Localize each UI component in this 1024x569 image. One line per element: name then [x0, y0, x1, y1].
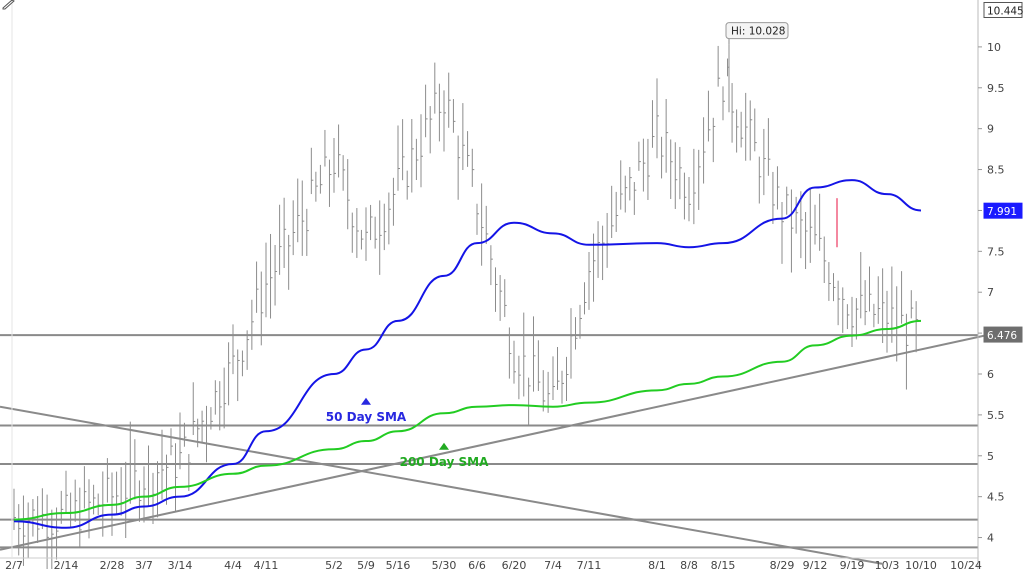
price-bars: [13, 44, 919, 569]
x-tick-label: 5/2: [325, 559, 343, 569]
trend-lines: [0, 332, 997, 565]
price-tag: [983, 1, 1023, 18]
x-tick-label: 10/24: [950, 559, 982, 569]
price-tag: [983, 202, 1023, 219]
y-tick-label: 4.5: [987, 491, 1005, 504]
price-tag-label: 10.445: [987, 5, 1024, 17]
x-tick-label: 5/9: [357, 559, 375, 569]
50-day-sma-line: [13, 179, 922, 529]
y-tick-label: 7.5: [987, 245, 1005, 258]
x-tick-label: 4/4: [224, 559, 242, 569]
y-tick-label: 8.5: [987, 164, 1005, 177]
y-tick-label: 7: [987, 286, 994, 299]
y-tick-label: 10: [987, 41, 1001, 54]
sma-lines: [13, 179, 922, 529]
price-tags: 10.445 7.991 6.476: [983, 1, 1024, 343]
horizontal-support-lines: [0, 334, 978, 549]
price-tag: [983, 326, 1023, 343]
y-tick-label: 9: [987, 123, 994, 136]
x-tick-label: 7/4: [544, 559, 562, 569]
pencil-icon[interactable]: [2, 0, 16, 10]
x-tick-label: 6/20: [502, 559, 527, 569]
x-tick-label: 10/3: [875, 559, 900, 569]
x-tick-label: 5/16: [386, 559, 411, 569]
x-tick-label: 7/11: [577, 559, 602, 569]
y-tick-label: 9.5: [987, 82, 1005, 95]
x-tick-label: 10/10: [905, 559, 937, 569]
x-tick-label: 3/7: [135, 559, 153, 569]
y-tick-label: 5: [987, 450, 994, 463]
high-callout-box: [725, 22, 789, 40]
high-callout-label: Hi: 10.028: [731, 26, 785, 38]
x-tick-label: 4/11: [254, 559, 279, 569]
x-tick-label: 9/19: [840, 559, 865, 569]
x-tick-label: 3/14: [168, 559, 193, 569]
x-tick-label: 5/30: [432, 559, 457, 569]
200-day-sma-line: [13, 319, 922, 521]
trend-line: [0, 405, 883, 565]
y-tick-label: 6: [987, 368, 994, 381]
x-tick-label: 2/28: [100, 559, 125, 569]
annotations: 50 Day SMA 200 Day SMA Hi: 10.028: [326, 22, 789, 469]
x-tick-label: 2/7: [5, 559, 23, 569]
200-day-sma-marker: [439, 442, 449, 450]
trend-line: [0, 332, 997, 551]
x-tick-label: 2/14: [54, 559, 79, 569]
y-tick-label: 5.5: [987, 409, 1005, 422]
200-day-sma-label: 200 Day SMA: [400, 455, 490, 469]
x-tick-label: 8/1: [648, 559, 666, 569]
price-tag-label: 6.476: [987, 330, 1017, 342]
x-tick-label: 8/29: [770, 559, 795, 569]
x-tick-label: 8/15: [711, 559, 736, 569]
50-day-sma-label: 50 Day SMA: [326, 410, 407, 424]
price-tag-label: 7.991: [987, 206, 1017, 218]
50-day-sma-marker: [361, 397, 371, 405]
x-tick-label: 6/6: [468, 559, 486, 569]
x-tick-label: 8/8: [680, 559, 698, 569]
x-tick-label: 9/12: [803, 559, 828, 569]
y-tick-label: 4: [987, 532, 994, 545]
